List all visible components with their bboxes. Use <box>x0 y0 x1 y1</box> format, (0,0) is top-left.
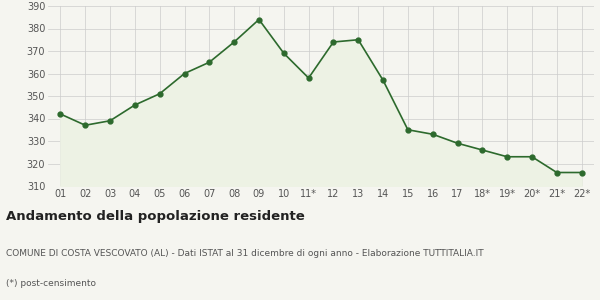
Text: Andamento della popolazione residente: Andamento della popolazione residente <box>6 210 305 223</box>
Text: (*) post-censimento: (*) post-censimento <box>6 279 96 288</box>
Text: COMUNE DI COSTA VESCOVATO (AL) - Dati ISTAT al 31 dicembre di ogni anno - Elabor: COMUNE DI COSTA VESCOVATO (AL) - Dati IS… <box>6 249 484 258</box>
